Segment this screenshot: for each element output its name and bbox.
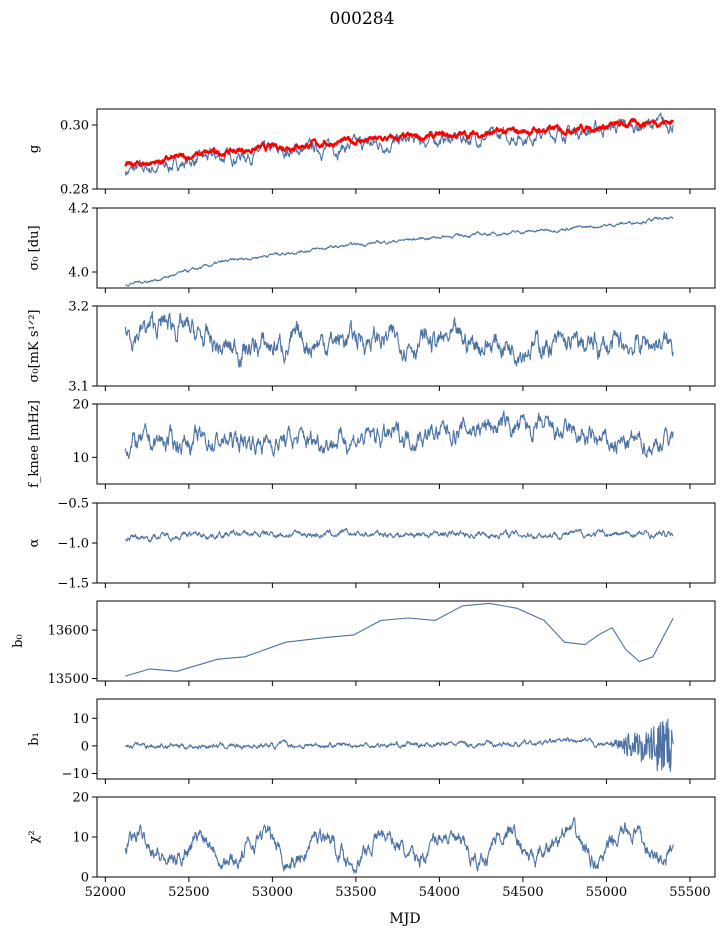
y-tick-label: 0.28 (60, 183, 89, 198)
plot-frame (96, 403, 716, 485)
y-axis-label: σ₀[mK s¹ᐟ²] (27, 310, 42, 383)
y-tick-label: 13600 (48, 624, 89, 639)
series-line-alpha-0 (125, 527, 674, 543)
x-tick-label: 53500 (335, 885, 376, 900)
y-tick-label: 20 (72, 398, 89, 413)
y-tick-label: 20 (72, 791, 89, 806)
series-line-fknee-0 (124, 410, 674, 460)
plot-frame (96, 698, 716, 780)
plot-frame (96, 502, 716, 584)
y-tick-label: 3.2 (68, 300, 89, 315)
panel-sigma0-du: 4.0 4.2 σ₀ [du] (27, 202, 716, 293)
x-tick-label: 54500 (502, 885, 543, 900)
x-axis-label: MJD (389, 911, 420, 927)
y-axis-label: g (27, 145, 42, 153)
y-tick-label: 0.30 (60, 119, 89, 134)
y-tick-label: 10 (72, 831, 89, 846)
y-axis-label: σ₀ [du] (27, 225, 42, 270)
x-tick-label: 55000 (586, 885, 627, 900)
y-tick-label: −1.0 (57, 537, 89, 552)
series-line-sigma0-mk-0 (124, 311, 674, 368)
y-tick-label: 4.0 (68, 266, 89, 281)
panel-sigma0-mk: 3.1 3.2 σ₀[mK s¹ᐟ²] (27, 300, 716, 395)
y-tick-label: −10 (62, 767, 89, 782)
figure-title: 000284 (330, 9, 395, 29)
panel-fknee: 10 20 f_knee [mHz] (27, 398, 716, 489)
panel-b0: 13500 13600 b₀ (11, 600, 716, 687)
plot-frame (96, 600, 716, 682)
plot-frame (96, 796, 716, 878)
plot-frame (96, 108, 716, 190)
panel-chi2: 0 10 20 52000 52500 53000 53500 54000 54500 55000… (27, 791, 716, 900)
panel-g: 0.28 0.30 g (27, 108, 716, 198)
y-tick-label: −1.5 (57, 577, 89, 592)
series-line-b1-0 (124, 718, 674, 773)
y-tick-label: 3.1 (68, 380, 89, 395)
panel-b1: −10 0 10 b₁ (27, 698, 716, 784)
series-line-g-0 (124, 112, 674, 176)
y-axis-label: χ² (27, 830, 42, 843)
y-axis-label: f_knee [mHz] (27, 400, 42, 488)
y-tick-label: 0 (81, 871, 89, 886)
y-tick-label: 13500 (48, 672, 89, 687)
plot-frame (96, 207, 716, 289)
y-tick-label: 4.2 (68, 202, 89, 217)
x-tick-label: 54000 (419, 885, 460, 900)
series-line-g-1 (124, 117, 675, 168)
y-axis-label: b₁ (27, 732, 42, 746)
x-tick-label: 55500 (669, 885, 710, 900)
x-tick-label: 52000 (85, 885, 126, 900)
series-line-chi2-0 (124, 817, 674, 874)
y-tick-label: 10 (72, 712, 89, 727)
x-tick-label: 53000 (252, 885, 293, 900)
series-line-b0-0 (125, 602, 674, 677)
series-line-sigma0-du-0 (125, 216, 674, 287)
y-axis-label: α (27, 538, 42, 547)
x-tick-label: 52500 (168, 885, 209, 900)
plot-frame (96, 305, 716, 387)
y-tick-label: 10 (72, 451, 89, 466)
y-axis-label: b₀ (11, 634, 26, 648)
panel-alpha: −1.5 −1.0 −0.5 α (27, 497, 716, 592)
y-tick-label: 0 (81, 739, 89, 754)
y-tick-label: −0.5 (57, 497, 89, 512)
